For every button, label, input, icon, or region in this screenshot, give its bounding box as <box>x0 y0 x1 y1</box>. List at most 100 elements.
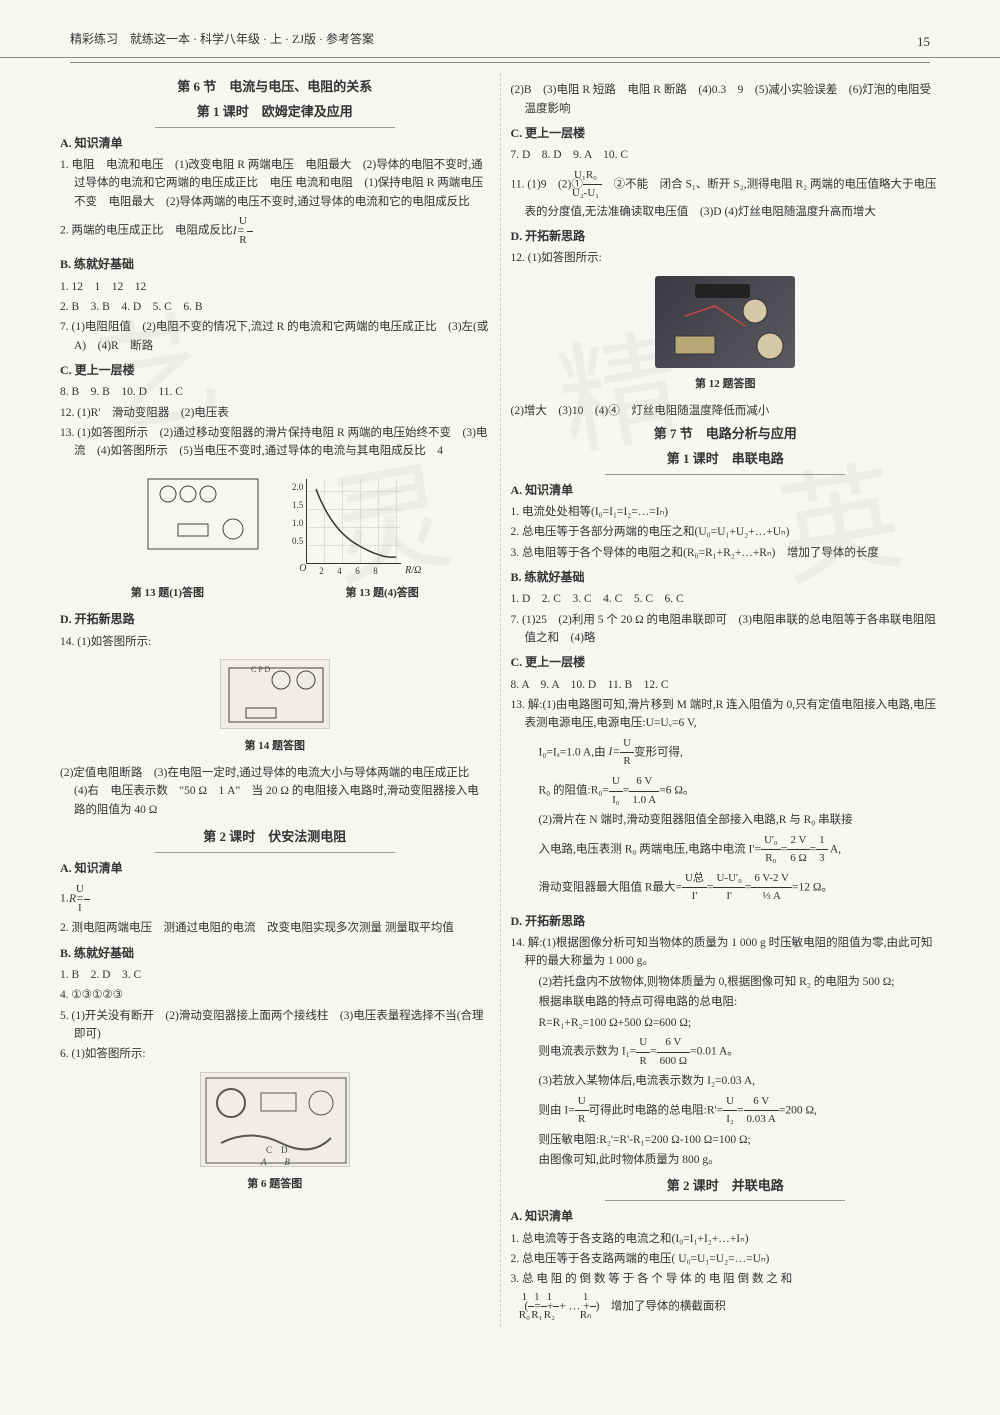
subsection-d: D. 开拓新思路 <box>511 227 941 246</box>
fraction: U₁R₀U₂-U₁ <box>583 167 602 203</box>
item: 7. (1)电阻阻值 (2)电阻不变的情况下,流过 R 的电流和它两端的电压成正… <box>60 318 490 355</box>
subsection-d: D. 开拓新思路 <box>511 912 941 931</box>
subsection-a: A. 知识清单 <box>60 859 490 878</box>
section-subtitle: 第 1 课时 欧姆定律及应用 <box>60 102 490 123</box>
diagram-6: C D A B 第 6 题答图 <box>60 1072 490 1194</box>
subsection-c: C. 更上一层楼 <box>60 361 490 380</box>
item: 滑动变阻器最大阻值 R最大=U总I'=U-U'₀I'=6 V-2 V⅓ A=12… <box>511 870 941 906</box>
item: (2)B (3)电阻 R 短路 电阻 R 断路 (4)0.3 9 (5)减小实验… <box>511 81 941 118</box>
diagram-13: O 0.5 1.0 1.5 2.0 2 4 6 8 R/Ω 第 13 题(1)答… <box>60 469 490 603</box>
item: 1. 12 1 12 12 <box>60 278 490 296</box>
item: (2)定值电阻断路 (3)在电阻一定时,通过导体的电流大小与导体两端的电压成正比… <box>60 764 490 819</box>
circuit-photo <box>655 276 795 368</box>
item: (2)若托盘内不放物体,则物体质量为 0,根据图像可知 R₂ 的电阻为 500 … <box>511 973 941 991</box>
item: 则压敏电阻:R₂'=R'-R₁=200 Ω-100 Ω=100 Ω; <box>511 1131 941 1149</box>
x-tick: 8 <box>373 564 378 578</box>
subsection-c: C. 更上一层楼 <box>511 124 941 143</box>
item: 1. 电流处处相等(I₀=I₁=I₂=…=Iₙ) <box>511 503 941 521</box>
item: 7. D 8. D 9. A 10. C <box>511 146 941 164</box>
item: 2. 总电压等于各部分两端的电压之和(U₀=U₁+U₂+…+Uₙ) <box>511 523 941 541</box>
item: 8. B 9. B 10. D 11. C <box>60 383 490 401</box>
title-underline <box>155 127 395 128</box>
item: 入电路,电压表测 R₀ 两端电压,电路中电流 I'=U'₀R₀=2 V6 Ω=1… <box>511 832 941 868</box>
x-tick: 4 <box>337 564 342 578</box>
item: 根据串联电路的特点可得电路的总电阻: <box>511 993 941 1011</box>
graph: O 0.5 1.0 1.5 2.0 2 4 6 8 R/Ω <box>281 469 411 579</box>
caption: 第 12 题答图 <box>511 376 941 394</box>
item: 1. 电阻 电流和电压 (1)改变电阻 R 两端电压 电阻最大 (2)导体的电阻… <box>60 156 490 211</box>
item: 13. 解:(1)由电路图可知,滑片移到 M 端时,R 连入阻值为 0,只有定值… <box>511 696 941 733</box>
subsection-d: D. 开拓新思路 <box>60 610 490 629</box>
circuit-diagram: C P D <box>220 659 330 729</box>
left-column: 第 6 节 电流与电压、电阻的关系 第 1 课时 欧姆定律及应用 A. 知识清单… <box>60 73 490 1327</box>
item: 12. (1)R' 滑动变阻器 (2)电压表 <box>60 404 490 422</box>
item: 3. 总 电 阻 的 倒 数 等 于 各 个 导 体 的 电 阻 倒 数 之 和… <box>511 1270 941 1325</box>
section-title: 第 7 节 电路分析与应用 <box>511 424 941 445</box>
item: 1. B 2. D 3. C <box>60 966 490 984</box>
graph-origin: O <box>299 561 306 577</box>
page-header: 精彩练习 就练这一本 · 科学八年级 · 上 · ZJ版 · 参考答案 15 <box>0 0 1000 58</box>
item: 1. 总电流等于各支路的电流之和(I₀=I₁+I₂+…+Iₙ) <box>511 1230 941 1248</box>
item: 2. 测电阻两端电压 测通过电阻的电流 改变电阻实现多次测量 测量取平均值 <box>60 919 490 937</box>
fraction: UI <box>84 881 90 917</box>
item: 2. B 3. B 4. D 5. C 6. B <box>60 298 490 316</box>
y-tick: 1.0 <box>281 516 303 530</box>
y-tick: 0.5 <box>281 534 303 548</box>
section-subtitle: 第 1 课时 串联电路 <box>511 449 941 470</box>
item: 4. ①③①②③ <box>60 986 490 1004</box>
subsection-b: B. 练就好基础 <box>511 568 941 587</box>
item: 2. 总电压等于各支路两端的电压( U₀=U₁=U₂=…=Uₙ) <box>511 1250 941 1268</box>
section-title: 第 2 课时 并联电路 <box>511 1176 941 1197</box>
item: 由图像可知,此时物体质量为 800 g。 <box>511 1151 941 1169</box>
svg-text:C P D: C P D <box>251 665 270 674</box>
item: 6. (1)如答图所示: <box>60 1045 490 1063</box>
page-number: 15 <box>917 32 930 53</box>
caption: 第 13 题(4)答图 <box>345 585 418 603</box>
caption: 第 6 题答图 <box>60 1176 490 1194</box>
fraction: UR <box>247 213 253 249</box>
item: 12. (1)如答图所示: <box>511 249 941 267</box>
diagram-12: 第 12 题答图 <box>511 276 941 394</box>
item: 5. (1)开关没有断开 (2)滑动变阻器接上面两个接线柱 (3)电压表量程选择… <box>60 1007 490 1044</box>
item: 3. 总电阻等于各个导体的电阻之和(R₀=R₁+R₂+…+Rₙ) 增加了导体的长… <box>511 544 941 562</box>
caption: 第 13 题(1)答图 <box>131 585 204 603</box>
y-tick: 2.0 <box>281 480 303 494</box>
graph-curve <box>306 479 401 564</box>
subsection-a: A. 知识清单 <box>511 1207 941 1226</box>
item: 2. 两端的电压成正比 电阻成反比 I=UR <box>60 213 490 249</box>
title-underline <box>605 474 845 475</box>
item: 8. A 9. A 10. D 11. B 12. C <box>511 676 941 694</box>
item: I₀=Iₐ=1.0 A,由 I=UR变形可得, <box>511 735 941 771</box>
item: 14. (1)如答图所示: <box>60 633 490 651</box>
section-title: 第 6 节 电流与电压、电阻的关系 <box>60 77 490 98</box>
subsection-c: C. 更上一层楼 <box>511 653 941 672</box>
item: (3)若放入某物体后,电流表示数为 I₂=0.03 A, <box>511 1072 941 1090</box>
item: 7. (1)25 (2)利用 5 个 20 Ω 的电阻串联即可 (3)电阻串联的… <box>511 611 941 648</box>
svg-text:C D: C D <box>266 1145 288 1155</box>
circuit-photo: C D A B <box>200 1072 350 1167</box>
item: 则电流表示数为 I₁=UR=6 V600 Ω=0.01 A。 <box>511 1034 941 1070</box>
title-underline <box>155 852 395 853</box>
header-rule <box>70 62 930 63</box>
title-underline <box>605 1200 845 1201</box>
item: 11. (1)9 (2)①U₁R₀U₂-U₁ ②不能 闭合 S₁、断开 S₂,测… <box>511 167 941 222</box>
item: 14. 解:(1)根据图像分析可知当物体的质量为 1 000 g 时压敏电阻的阻… <box>511 934 941 971</box>
y-tick: 1.5 <box>281 498 303 512</box>
item: 1. R=UI <box>60 881 490 917</box>
section-title: 第 2 课时 伏安法测电阻 <box>60 827 490 848</box>
subsection-a: A. 知识清单 <box>511 481 941 500</box>
item: R₀ 的阻值:R₀=UI₀=6 V1.0 A=6 Ω。 <box>511 773 941 809</box>
svg-text:A B: A B <box>260 1157 290 1167</box>
item: 1. D 2. C 3. C 4. C 5. C 6. C <box>511 590 941 608</box>
x-tick: 6 <box>355 564 360 578</box>
header-text: 精彩练习 就练这一本 · 科学八年级 · 上 · ZJ版 · 参考答案 <box>70 32 374 46</box>
item: 13. (1)如答图所示 (2)通过移动变阻器的滑片保持电阻 R 两端的电压始终… <box>60 424 490 461</box>
subsection-a: A. 知识清单 <box>60 134 490 153</box>
x-axis-label: R/Ω <box>405 563 421 579</box>
item: 则由 I=UR可得此时电路的总电阻:R'=UI₂=6 V0.03 A=200 Ω… <box>511 1093 941 1129</box>
diagram-14: C P D 第 14 题答图 <box>60 659 490 756</box>
circuit-diagram <box>138 469 268 559</box>
subsection-b: B. 练就好基础 <box>60 944 490 963</box>
content-wrapper: 第 6 节 电流与电压、电阻的关系 第 1 课时 欧姆定律及应用 A. 知识清单… <box>0 73 1000 1327</box>
x-tick: 2 <box>319 564 324 578</box>
